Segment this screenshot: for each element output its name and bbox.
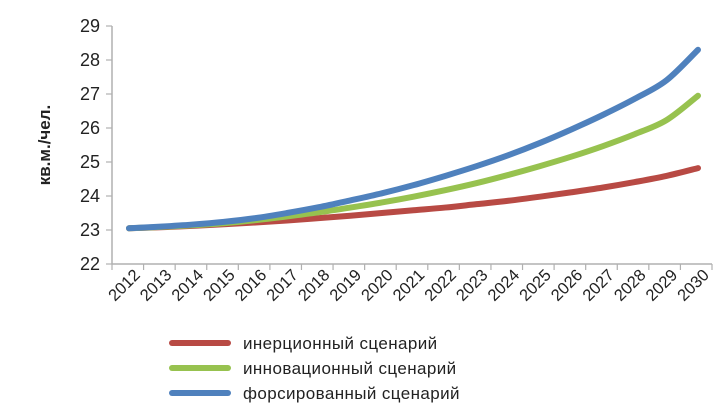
y-tick-label: 24 bbox=[80, 186, 100, 206]
series-lines bbox=[126, 46, 701, 232]
y-tick-label: 29 bbox=[80, 16, 100, 36]
x-tick-label: 2025 bbox=[516, 266, 555, 305]
y-tick-label: 27 bbox=[80, 84, 100, 104]
x-tick-label: 2018 bbox=[295, 266, 334, 305]
x-tick-label: 2021 bbox=[390, 266, 429, 305]
x-tick-label: 2012 bbox=[105, 266, 144, 305]
x-tick-label: 2029 bbox=[643, 266, 682, 305]
x-tick-label: 2014 bbox=[168, 266, 207, 305]
legend-label-2: инновационный сценарий bbox=[243, 359, 457, 378]
x-tick-label: 2026 bbox=[548, 266, 587, 305]
chart-axes bbox=[111, 26, 712, 265]
series-line-3 bbox=[126, 46, 701, 232]
x-tick-label: 2024 bbox=[484, 266, 523, 305]
x-tick-labels: 2012201320142015201620172018201920202021… bbox=[105, 264, 713, 305]
x-tick-label: 2013 bbox=[137, 266, 176, 305]
x-tick-label: 2017 bbox=[263, 266, 302, 305]
y-tick-label: 22 bbox=[80, 254, 100, 274]
legend-label-3: форсированный сценарий bbox=[243, 384, 460, 403]
y-axis-label: кв.м./чел. bbox=[35, 105, 54, 186]
x-tick-label: 2030 bbox=[674, 266, 713, 305]
y-tick-labels: 22 23 24 25 26 27 28 29 bbox=[80, 16, 112, 274]
x-tick-label: 2019 bbox=[326, 266, 365, 305]
legend: инерционный сценарий инновационный сценар… bbox=[169, 334, 460, 403]
y-tick-label: 28 bbox=[80, 50, 100, 70]
x-tick-label: 2015 bbox=[200, 266, 239, 305]
y-tick-label: 23 bbox=[80, 220, 100, 240]
x-tick-label: 2023 bbox=[453, 266, 492, 305]
legend-label-1: инерционный сценарий bbox=[243, 334, 438, 353]
y-tick-label: 25 bbox=[80, 152, 100, 172]
x-tick-label: 2020 bbox=[358, 266, 397, 305]
x-tick-label: 2016 bbox=[232, 266, 271, 305]
x-tick-label: 2028 bbox=[611, 266, 650, 305]
x-tick-label: 2022 bbox=[421, 266, 460, 305]
y-tick-label: 26 bbox=[80, 118, 100, 138]
x-tick-label: 2027 bbox=[579, 266, 618, 305]
